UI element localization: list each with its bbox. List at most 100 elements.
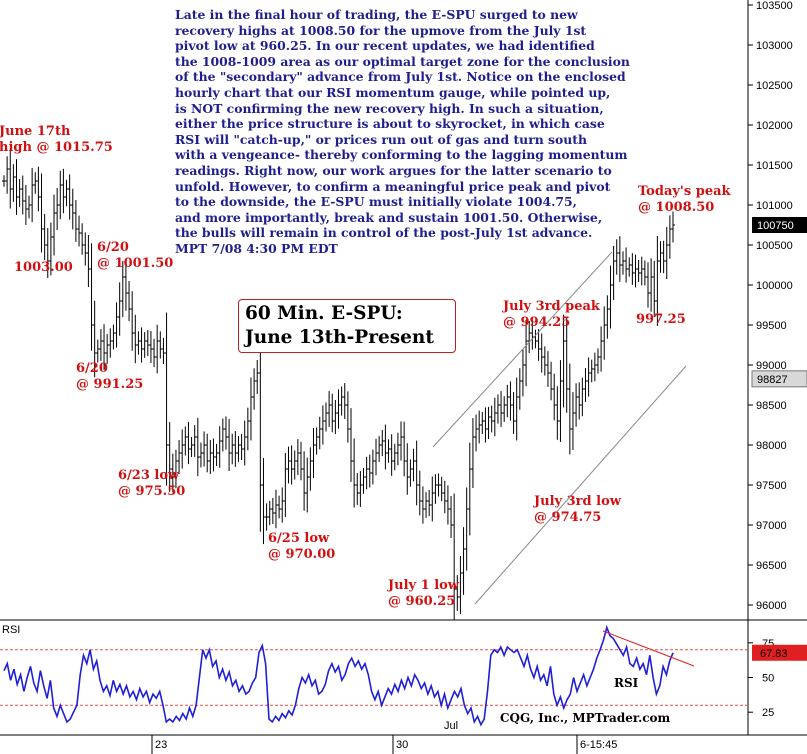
annotation-jul3-low: July 3rd low @ 974.75 [534, 494, 621, 526]
annotation-jun20-1001: 6/20 @ 1001.50 [97, 240, 173, 272]
price-bar [164, 312, 169, 486]
price-tick-label: 99500 [756, 320, 787, 332]
price-bar [152, 338, 157, 368]
price-bar [158, 331, 163, 359]
price-bar [108, 328, 113, 358]
price-bar [533, 329, 538, 349]
annotation-jun20-991: 6/20 @ 991.25 [76, 361, 143, 393]
price-bar [345, 391, 350, 443]
price-bar [217, 426, 222, 468]
price-bar [480, 412, 485, 434]
annotation-line: Today's peak [638, 184, 731, 199]
price-bar [449, 496, 454, 538]
price-bar [386, 439, 391, 463]
price-tick-label: 97000 [756, 520, 787, 532]
chart-title-box: 60 Min. E-SPU: June 13th-Present [238, 299, 456, 353]
price-bar [483, 407, 488, 443]
price-bar [67, 174, 72, 220]
price-bar [542, 346, 547, 376]
price-bar [142, 332, 147, 358]
price-bar [130, 291, 135, 351]
price-bar [367, 454, 372, 488]
price-bar [202, 431, 207, 467]
price-bar [420, 486, 425, 524]
price-bar [639, 256, 644, 286]
price-bar [417, 470, 422, 516]
price-bar [433, 474, 438, 504]
price-bar [73, 200, 78, 242]
price-bar [77, 215, 82, 247]
price-bar [155, 324, 160, 374]
price-bar [486, 406, 491, 440]
price-bar [95, 339, 100, 363]
price-bar [427, 489, 432, 517]
price-bar [111, 324, 116, 350]
price-bar [148, 330, 153, 364]
price-bar [283, 452, 288, 518]
secondary-price-value: 98827 [757, 374, 788, 386]
price-bar [439, 476, 444, 502]
price-bar [242, 420, 247, 466]
rsi-series-label: RSI [614, 676, 639, 690]
time-tick-label: 6-15:45 [580, 739, 617, 751]
rsi-panel-label: RSI [2, 624, 20, 636]
price-bar [402, 421, 407, 477]
price-bar [505, 384, 510, 418]
annotation-line: @ 960.25 [388, 594, 456, 609]
price-tick-label: 99000 [756, 360, 787, 372]
price-tick-label: 100500 [756, 240, 793, 252]
price-bar [5, 156, 10, 194]
time-tick-label: 30 [396, 739, 408, 751]
price-bar [495, 394, 500, 424]
price-bar [308, 447, 313, 491]
price-bar [652, 260, 657, 318]
price-bar [671, 211, 675, 243]
annotation-line: high @ 1015.75 [0, 140, 113, 155]
price-bar [117, 282, 122, 336]
time-axis: 23 30 6-15:45 [151, 735, 617, 754]
price-bar [223, 416, 228, 450]
price-bar [549, 361, 554, 401]
price-bar [80, 223, 85, 255]
price-bar [470, 418, 475, 488]
price-bar [227, 419, 232, 471]
price-bar [55, 187, 60, 231]
price-bar [511, 392, 516, 434]
price-bar [649, 258, 654, 312]
price-bar [42, 213, 47, 261]
price-bar [314, 427, 319, 455]
price-bar [183, 426, 188, 456]
price-bar [114, 302, 119, 348]
price-bar [61, 168, 66, 214]
price-bar [642, 260, 647, 286]
annotation-jun23-low: 6/23 low @ 975.50 [118, 468, 185, 500]
price-bar [8, 149, 13, 209]
price-bar [220, 418, 225, 452]
rsi-tick-label: 50 [762, 673, 774, 685]
price-bar [180, 429, 185, 469]
price-bar [508, 381, 513, 421]
price-bar [408, 459, 413, 487]
price-bar [389, 434, 394, 476]
price-bar [605, 295, 610, 339]
price-bar [295, 439, 300, 475]
price-bar [383, 424, 388, 470]
annotation-line: July 1 low [388, 578, 459, 593]
price-bar [411, 448, 416, 482]
price-tick-label: 98500 [756, 400, 787, 412]
price-bar [186, 421, 191, 465]
price-tick-label: 96000 [756, 600, 787, 612]
price-bar [58, 170, 63, 220]
price-bar [230, 433, 235, 465]
price-bar [311, 427, 316, 479]
price-tick-label: 101500 [756, 160, 793, 172]
price-bar [327, 391, 332, 427]
price-bar [580, 377, 585, 417]
price-bar [27, 195, 32, 219]
price-bar [545, 351, 550, 387]
annotation-line: June 17th [0, 124, 71, 139]
price-bar [586, 357, 591, 397]
price-bar [317, 416, 322, 450]
